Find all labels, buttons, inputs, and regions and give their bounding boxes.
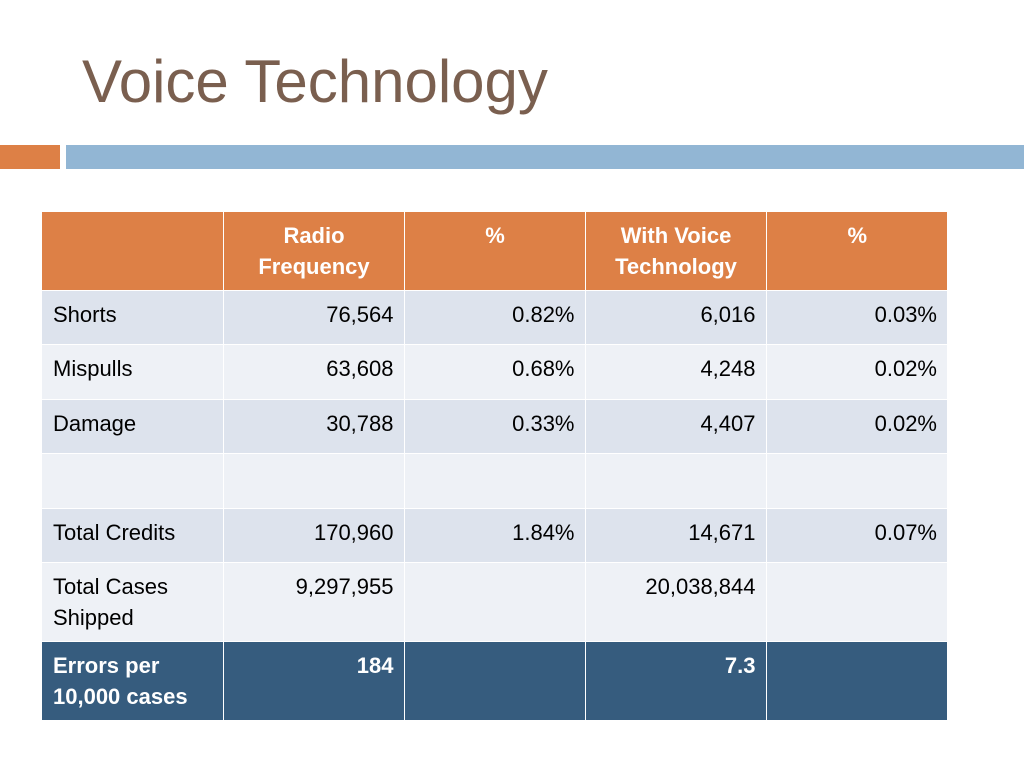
rf-value: 9,297,955 xyxy=(223,562,405,642)
table-row: Total Credits 170,960 1.84% 14,671 0.07% xyxy=(42,508,947,563)
footer-rf-value: 184 xyxy=(223,641,405,720)
table-row: Damage 30,788 0.33% 4,407 0.02% xyxy=(42,399,947,454)
table-row-empty xyxy=(42,453,947,509)
rf-percent: 0.82% xyxy=(404,290,586,345)
table-row: Mispulls 63,608 0.68% 4,248 0.02% xyxy=(42,344,947,400)
voice-percent: 0.02% xyxy=(766,399,947,454)
accent-bar-orange xyxy=(0,145,60,169)
rf-percent: 0.68% xyxy=(404,344,586,400)
voice-percent: 0.07% xyxy=(766,508,947,563)
voice-percent xyxy=(766,562,947,642)
accent-bar-blue xyxy=(66,145,1024,169)
voice-value: 4,248 xyxy=(585,344,767,400)
row-label xyxy=(42,453,224,509)
rf-value xyxy=(223,453,405,509)
rf-percent: 1.84% xyxy=(404,508,586,563)
row-label: Mispulls xyxy=(42,344,224,400)
header-cell-blank xyxy=(42,212,224,291)
header-cell-radio-frequency: Radio Frequency xyxy=(223,212,405,291)
voice-value: 4,407 xyxy=(585,399,767,454)
row-label: Total Credits xyxy=(42,508,224,563)
voice-value xyxy=(585,453,767,509)
rf-value: 76,564 xyxy=(223,290,405,345)
table-row: Total Cases Shipped 9,297,955 20,038,844 xyxy=(42,562,947,642)
voice-value: 14,671 xyxy=(585,508,767,563)
rf-value: 63,608 xyxy=(223,344,405,400)
rf-percent xyxy=(404,562,586,642)
voice-value: 6,016 xyxy=(585,290,767,345)
header-cell-voice-technology: With Voice Technology xyxy=(585,212,767,291)
rf-value: 170,960 xyxy=(223,508,405,563)
rf-percent: 0.33% xyxy=(404,399,586,454)
row-label: Shorts xyxy=(42,290,224,345)
table-row: Shorts 76,564 0.82% 6,016 0.03% xyxy=(42,290,947,345)
slide-title: Voice Technology xyxy=(82,48,548,115)
row-label: Damage xyxy=(42,399,224,454)
header-cell-voice-percent: % xyxy=(766,212,947,291)
footer-voice-value: 7.3 xyxy=(585,641,767,720)
voice-percent: 0.03% xyxy=(766,290,947,345)
header-cell-rf-percent: % xyxy=(404,212,586,291)
footer-voice-percent xyxy=(766,641,947,720)
table-footer-row: Errors per 10,000 cases 184 7.3 xyxy=(42,641,947,720)
comparison-table: Radio Frequency % With Voice Technology … xyxy=(42,212,947,720)
voice-percent: 0.02% xyxy=(766,344,947,400)
voice-percent xyxy=(766,453,947,509)
row-label: Total Cases Shipped xyxy=(42,562,224,642)
footer-label: Errors per 10,000 cases xyxy=(42,641,224,720)
rf-value: 30,788 xyxy=(223,399,405,454)
voice-value: 20,038,844 xyxy=(585,562,767,642)
table-header-row: Radio Frequency % With Voice Technology … xyxy=(42,212,947,291)
footer-rf-percent xyxy=(404,641,586,720)
rf-percent xyxy=(404,453,586,509)
